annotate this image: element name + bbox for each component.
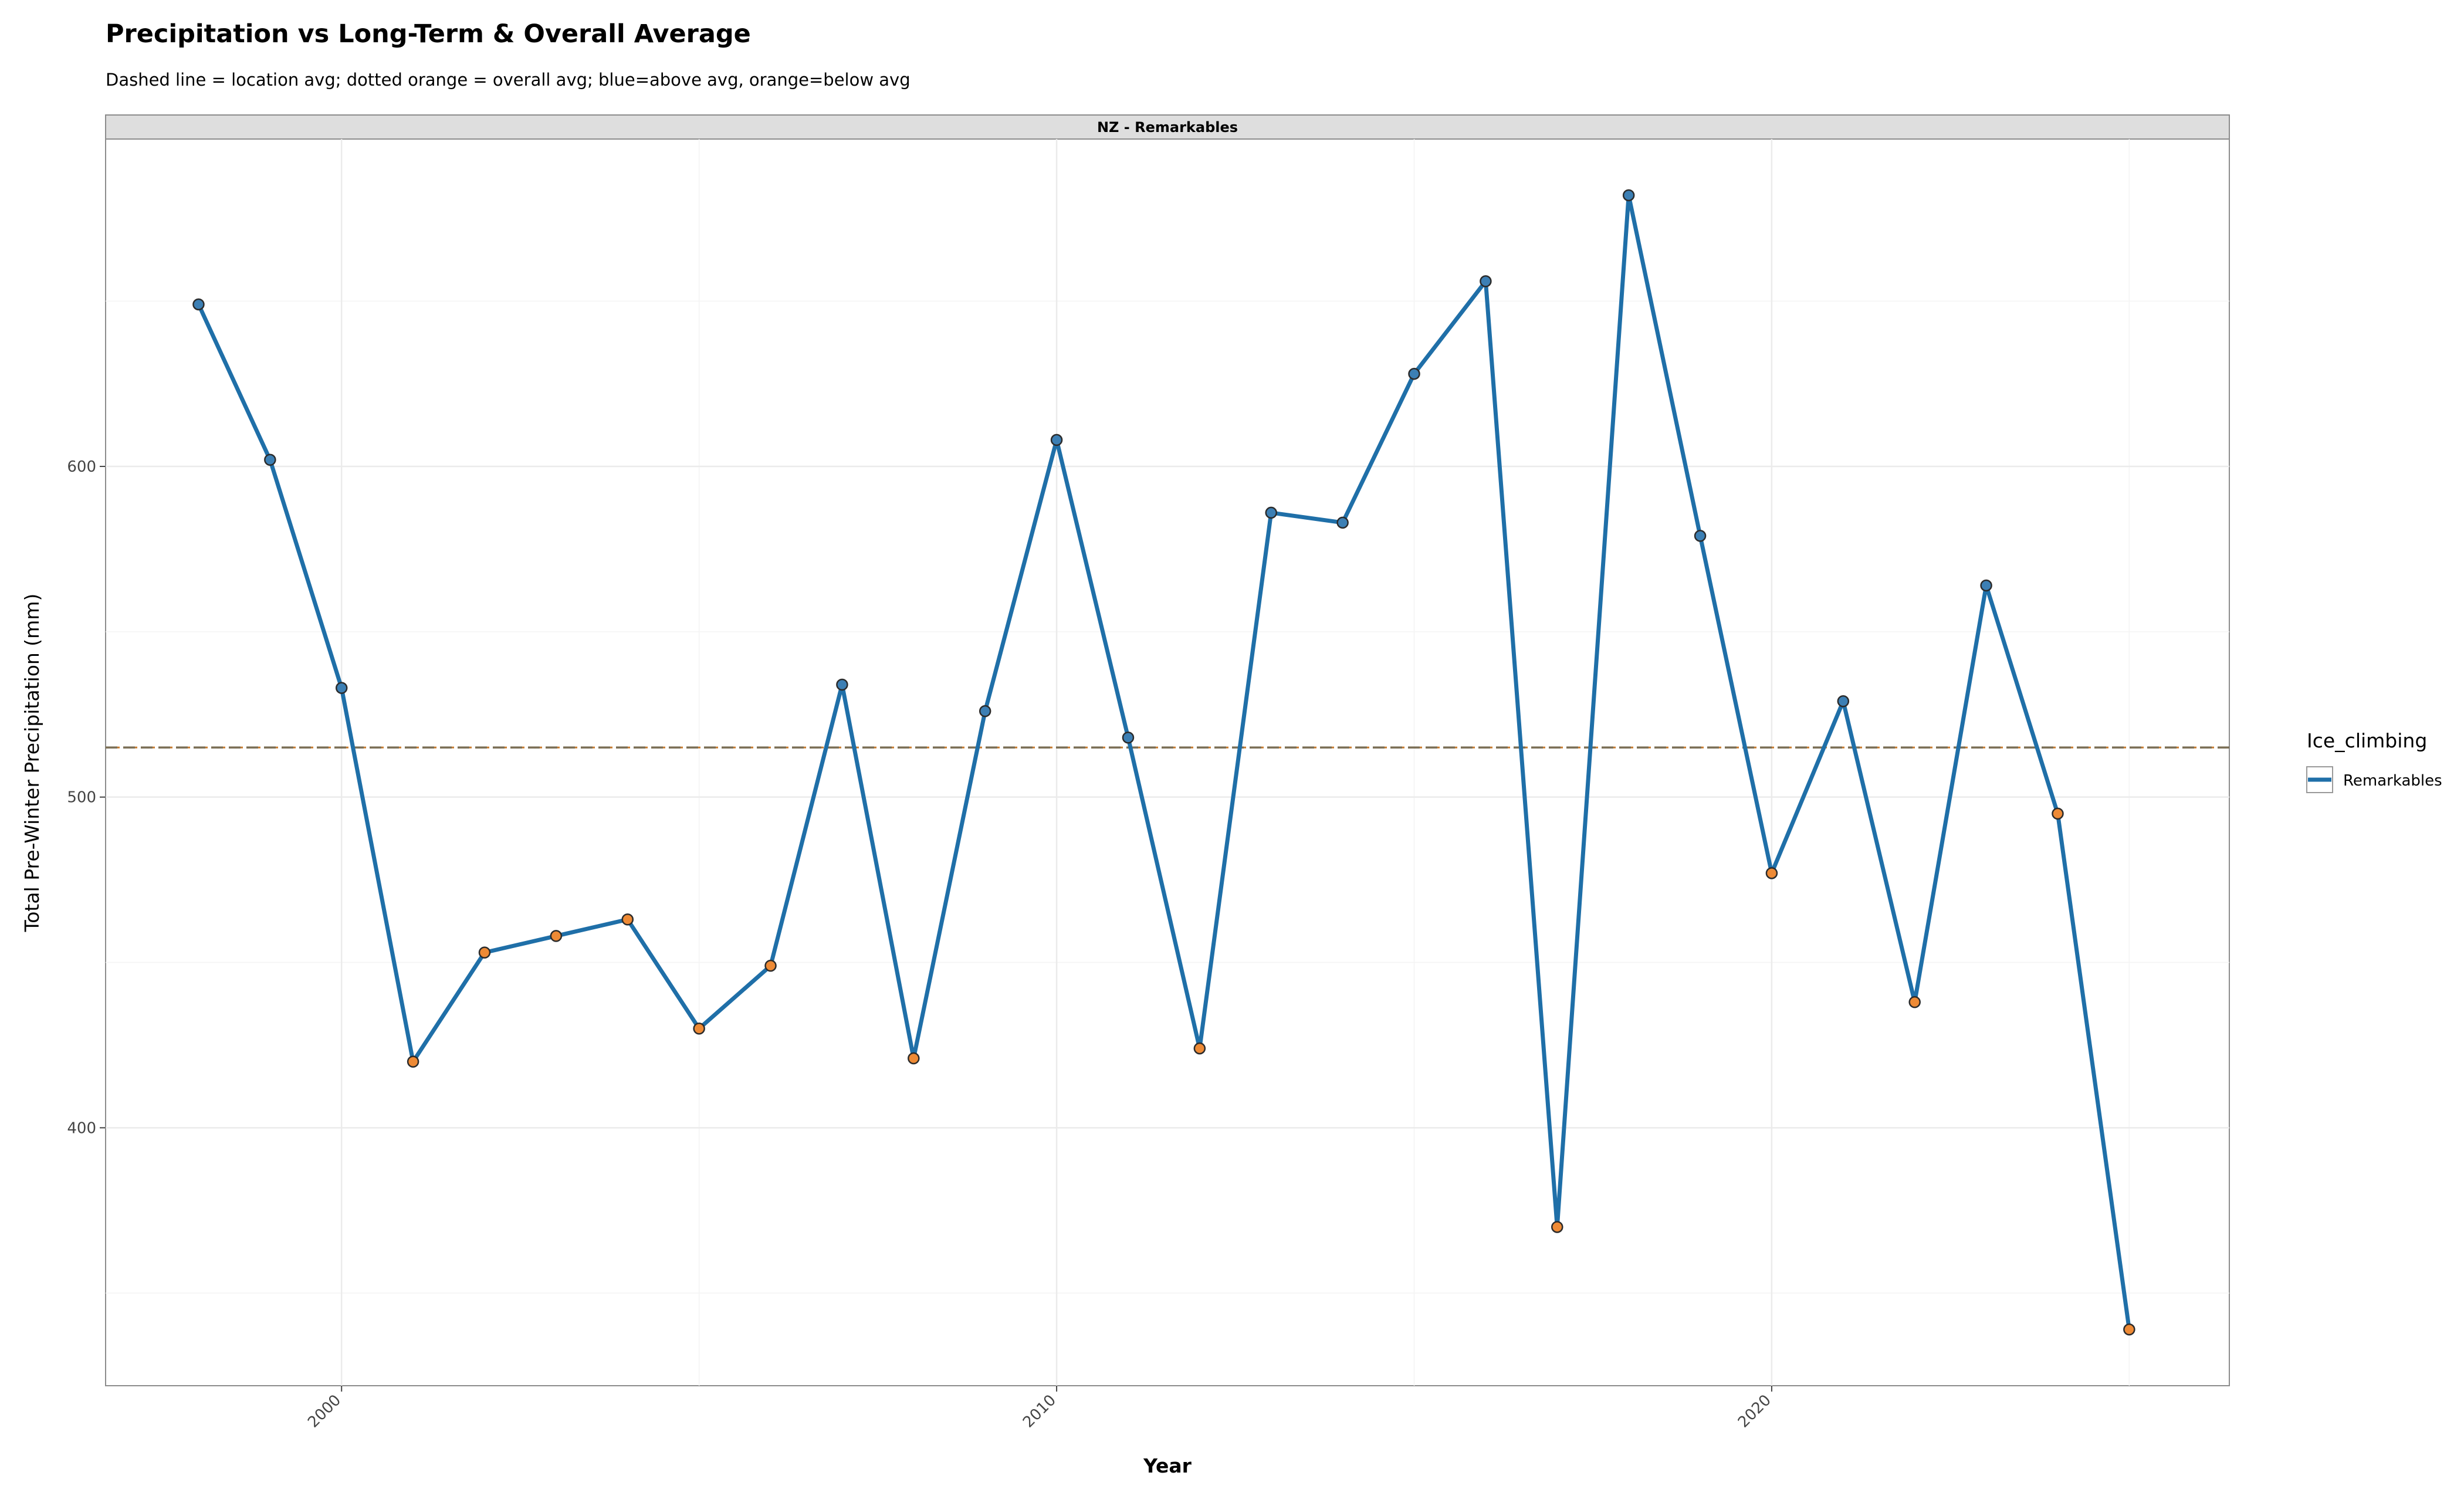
data-point-below [621, 913, 634, 926]
legend-entry-remarkables: Remarkables [2343, 772, 2442, 790]
chart-subtitle: Dashed line = location avg; dotted orang… [106, 70, 911, 90]
data-point-below [1908, 996, 1921, 1008]
series-layer [192, 189, 2135, 1336]
grid-lines [106, 139, 2229, 1386]
legend: Ice_climbing Remarkables [2306, 729, 2442, 793]
y-tick-label: 500 [67, 789, 96, 807]
data-point-above [979, 705, 991, 717]
facet-label: NZ - Remarkables [1097, 119, 1238, 136]
x-tick-label: 2020 [1735, 1392, 1775, 1431]
data-point-below [407, 1055, 419, 1068]
data-point-below [1193, 1042, 1206, 1055]
data-point-above [335, 682, 348, 694]
facet-strip [105, 114, 2230, 140]
data-point-above [264, 453, 276, 466]
data-point-above [1265, 506, 1277, 519]
data-point-below [478, 946, 491, 959]
data-point-below [1551, 1221, 1563, 1233]
data-point-above [1408, 367, 1420, 380]
y-axis-ticks: 400 500 600 [67, 458, 106, 1137]
data-point-above [1336, 516, 1349, 529]
chart-title: Precipitation vs Long-Term & Overall Ave… [106, 19, 751, 49]
data-point-above [1837, 695, 1850, 708]
y-axis-label: Total Pre-Winter Precipitation (mm) [21, 594, 43, 933]
series-line [196, 193, 2131, 1332]
y-tick-label: 400 [67, 1119, 96, 1137]
x-tick-label: 2000 [304, 1392, 344, 1431]
data-point-below [550, 930, 563, 942]
data-point-below [2052, 807, 2064, 820]
data-point-above [1980, 579, 1992, 592]
data-point-above [1050, 434, 1063, 446]
data-point-below [2123, 1323, 2135, 1336]
x-axis-label: Year [1143, 1454, 1192, 1477]
data-point-above [192, 298, 205, 311]
plot-panel [105, 138, 2230, 1386]
data-point-above [1480, 275, 1492, 287]
data-point-above [836, 678, 848, 691]
legend-title: Ice_climbing [2307, 729, 2427, 752]
data-point-below [764, 959, 777, 972]
data-point-below [1765, 867, 1778, 879]
data-point-above [1122, 731, 1135, 744]
data-point-above [1622, 189, 1635, 202]
data-point-above [1694, 530, 1707, 542]
y-tick-label: 600 [67, 458, 96, 476]
x-tick-label: 2010 [1020, 1392, 1060, 1431]
data-point-below [693, 1022, 705, 1035]
data-point-below [908, 1052, 920, 1065]
x-axis-ticks: 2000 2010 2020 [304, 1386, 1775, 1431]
